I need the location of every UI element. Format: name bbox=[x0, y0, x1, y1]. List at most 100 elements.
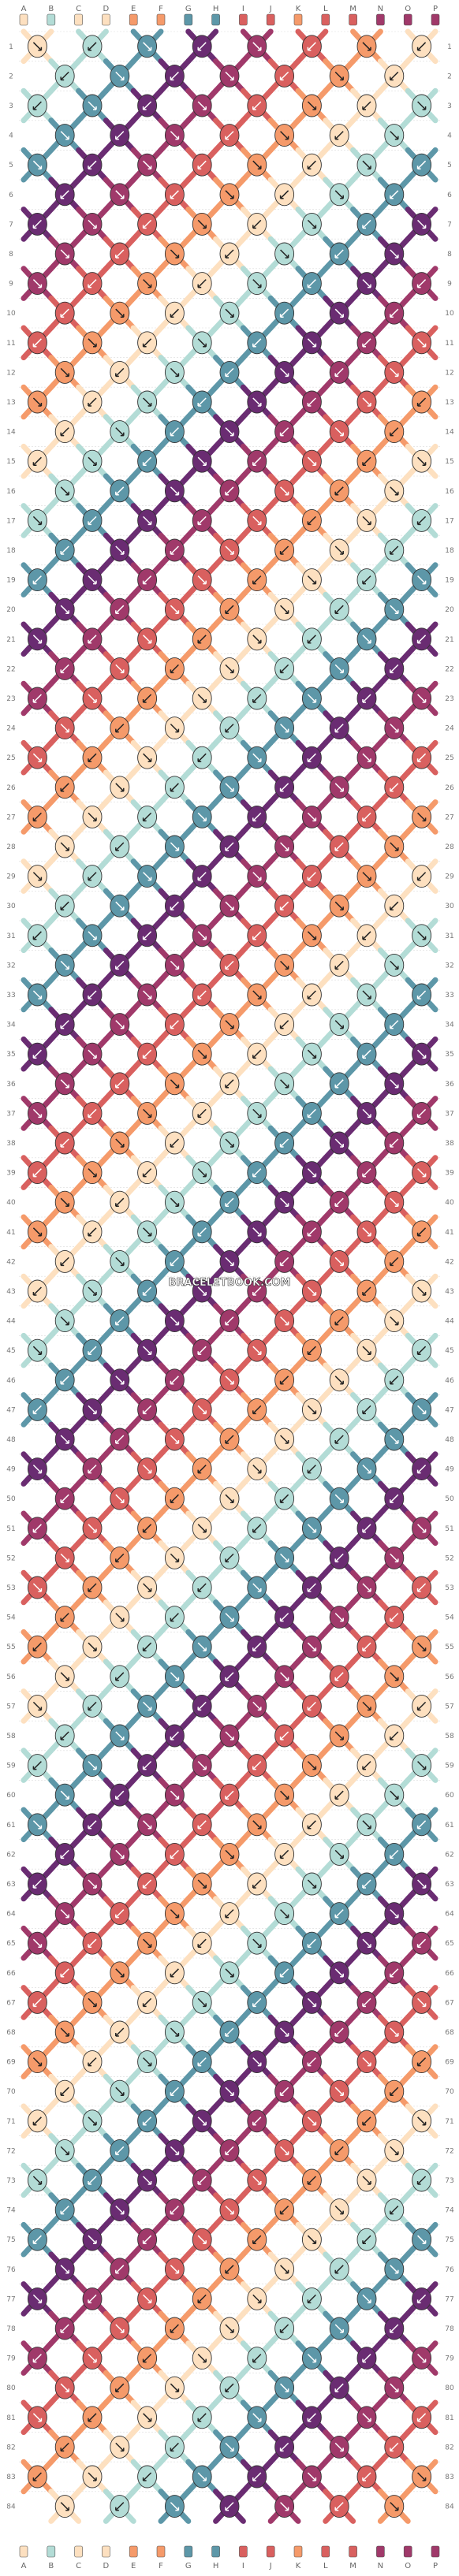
arrow-icon bbox=[417, 1346, 427, 1355]
knot bbox=[21, 443, 54, 479]
knot bbox=[158, 236, 192, 272]
row-number-left: 54 bbox=[6, 1614, 16, 1622]
row-number-left: 6 bbox=[9, 192, 13, 199]
strand-top bbox=[266, 13, 275, 26]
arrow-icon bbox=[307, 1405, 316, 1414]
arrow-icon bbox=[115, 2502, 125, 2511]
arrow-icon bbox=[417, 42, 427, 51]
arrow-icon bbox=[390, 960, 399, 970]
row-number-left: 73 bbox=[6, 2177, 15, 2185]
knot bbox=[240, 1155, 274, 1190]
arrow-icon bbox=[197, 2354, 207, 2363]
arrow-icon bbox=[32, 1938, 42, 1948]
knot bbox=[213, 532, 246, 568]
arrow-icon bbox=[362, 1761, 371, 1770]
arrow-icon bbox=[307, 2354, 316, 2363]
arrow-icon bbox=[362, 931, 371, 940]
row-number-left: 18 bbox=[6, 547, 16, 555]
arrow-icon bbox=[170, 1020, 179, 1029]
knot bbox=[76, 1155, 109, 1190]
row-number-right: 33 bbox=[445, 992, 453, 1000]
arrow-icon bbox=[60, 190, 69, 199]
strand-bottom bbox=[293, 2545, 303, 2558]
knot bbox=[240, 87, 274, 124]
strand-bottom bbox=[129, 2545, 138, 2558]
knot bbox=[130, 1332, 164, 1368]
knot bbox=[130, 2281, 164, 2317]
knot bbox=[295, 2162, 329, 2198]
arrow-icon bbox=[197, 338, 207, 348]
row-number-left: 59 bbox=[6, 1763, 16, 1770]
arrow-icon bbox=[88, 101, 97, 110]
row-number-right: 82 bbox=[445, 2444, 453, 2451]
knot bbox=[76, 621, 109, 657]
knot bbox=[295, 266, 329, 301]
arrow-icon bbox=[197, 694, 207, 703]
arrow-icon bbox=[60, 1909, 69, 1919]
row-number-left: 45 bbox=[6, 1347, 15, 1355]
knot bbox=[267, 58, 301, 94]
row-number-right: 19 bbox=[445, 577, 454, 585]
arrow-icon bbox=[390, 486, 399, 496]
knot bbox=[76, 1925, 109, 1961]
arrow-icon bbox=[390, 1375, 399, 1385]
arrow-icon bbox=[32, 101, 42, 110]
row-number-right: 44 bbox=[445, 1318, 454, 1326]
arrow-icon bbox=[115, 842, 125, 851]
arrow-icon bbox=[417, 2116, 427, 2126]
knot bbox=[76, 503, 109, 538]
knot bbox=[48, 1066, 82, 1102]
arrow-icon bbox=[390, 249, 399, 259]
knot bbox=[295, 2221, 329, 2258]
arrow-icon bbox=[252, 1701, 262, 1711]
arrow-icon bbox=[362, 1997, 371, 2007]
arrow-icon bbox=[390, 1079, 399, 1089]
knot bbox=[267, 473, 301, 509]
knot bbox=[103, 828, 136, 865]
arrow-icon bbox=[88, 279, 97, 288]
row-number-left: 23 bbox=[6, 695, 15, 703]
arrow-icon bbox=[307, 1286, 316, 1296]
knot bbox=[267, 236, 301, 272]
row-number-right: 49 bbox=[445, 1466, 454, 1474]
arrow-icon bbox=[390, 1672, 399, 1681]
arrow-icon bbox=[88, 2057, 97, 2067]
knot bbox=[377, 769, 411, 806]
knot bbox=[158, 1599, 192, 1635]
knot bbox=[350, 739, 383, 776]
arrow-icon bbox=[143, 279, 152, 288]
arrow-icon bbox=[334, 1790, 344, 1800]
knot bbox=[267, 947, 301, 983]
knot bbox=[405, 2044, 438, 2079]
arrow-icon bbox=[252, 2235, 262, 2244]
arrow-icon bbox=[252, 2413, 262, 2422]
arrow-icon bbox=[390, 545, 399, 555]
knot bbox=[405, 1688, 438, 1724]
arrow-icon bbox=[32, 1108, 42, 1118]
arrow-icon bbox=[307, 456, 316, 466]
column-label-bottom: J bbox=[269, 2562, 272, 2570]
knot bbox=[240, 1748, 274, 1783]
knot bbox=[377, 2429, 411, 2465]
arrow-icon bbox=[60, 71, 69, 80]
knot bbox=[323, 1718, 356, 1754]
arrow-icon bbox=[225, 545, 234, 555]
arrow-icon bbox=[307, 1168, 316, 1178]
knot bbox=[267, 2489, 301, 2524]
knot bbox=[240, 2340, 274, 2376]
knot bbox=[158, 177, 192, 213]
knot bbox=[130, 621, 164, 657]
knot bbox=[240, 1688, 274, 1724]
knot bbox=[213, 1184, 246, 1220]
arrow-icon bbox=[32, 516, 42, 525]
knot bbox=[185, 1510, 219, 1547]
knot bbox=[377, 1896, 411, 1931]
row-number-left: 80 bbox=[6, 2384, 16, 2392]
arrow-icon bbox=[60, 1256, 69, 1266]
arrow-icon bbox=[197, 2413, 207, 2422]
knot bbox=[48, 1955, 82, 1991]
knot bbox=[158, 591, 192, 627]
knot bbox=[240, 977, 274, 1013]
knot bbox=[240, 28, 274, 65]
arrow-icon bbox=[32, 575, 42, 585]
